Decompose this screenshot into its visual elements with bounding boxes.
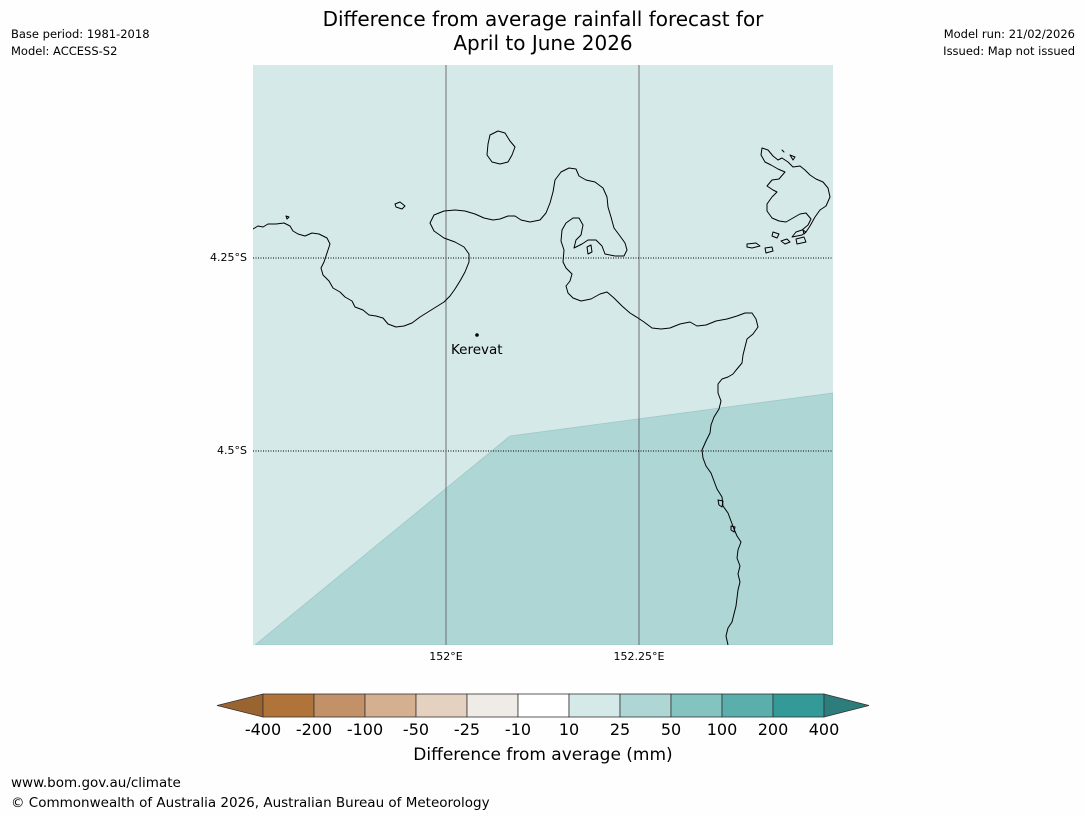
- colorbar-segment: [313, 693, 366, 718]
- colorbar-tick-label: 400: [808, 720, 840, 739]
- coastline: [253, 130, 831, 645]
- colorbar-segment: [415, 693, 468, 718]
- longitude-label-152: 152°E: [429, 650, 463, 663]
- header-right-info: Model run: 21/02/2026 Issued: Map not is…: [943, 26, 1075, 60]
- model-text: Model: ACCESS-S2: [11, 44, 118, 58]
- colorbar-arrow-low: [216, 693, 264, 718]
- colorbar-tick-label: 200: [757, 720, 789, 739]
- title-line-2: April to June 2026: [453, 31, 633, 55]
- coastline-main: [253, 167, 759, 645]
- colorbar-tick-label: -10: [504, 720, 532, 739]
- place-label-kerevat: Kerevat: [451, 342, 503, 358]
- colorbar-tick-label: -400: [244, 720, 282, 739]
- latitude-label-4-5: 4.5°S: [217, 444, 247, 457]
- island-north: [486, 130, 516, 165]
- islet-south-2: [730, 525, 736, 533]
- map-title: Difference from average rainfall forecas…: [243, 7, 843, 55]
- islet-small: [394, 201, 406, 210]
- islet-west: [285, 215, 290, 220]
- title-line-1: Difference from average rainfall forecas…: [322, 7, 764, 31]
- colorbar-segment: [619, 693, 672, 718]
- islet-east-7: [789, 154, 796, 161]
- islet-east-6: [802, 229, 807, 235]
- island-duke-of-york: [760, 147, 831, 238]
- base-period-text: Base period: 1981-2018: [11, 27, 150, 41]
- footer-url[interactable]: www.bom.gov.au/climate: [11, 775, 181, 791]
- islet-east-5: [771, 231, 780, 239]
- model-run-text: Model run: 21/02/2026: [943, 27, 1075, 41]
- islet-east-4: [795, 236, 807, 245]
- colorbar-segment: [568, 693, 621, 718]
- header-left-info: Base period: 1981-2018 Model: ACCESS-S2: [11, 26, 150, 60]
- colorbar-tick-label: 50: [660, 720, 682, 739]
- colorbar-segment: [364, 693, 417, 718]
- colorbar-segment: [262, 693, 315, 718]
- islet-bay: [586, 244, 593, 255]
- colorbar-tick-label: -25: [453, 720, 481, 739]
- colorbar-segment: [772, 693, 825, 718]
- islet-south-1: [717, 499, 724, 508]
- islet-east-2: [764, 246, 774, 254]
- longitude-label-152-25: 152.25°E: [613, 650, 665, 663]
- islet-east-3: [780, 238, 791, 245]
- colorbar-tick-label: -50: [402, 720, 430, 739]
- colorbar-segment: [721, 693, 774, 718]
- issued-text: Issued: Map not issued: [943, 44, 1075, 58]
- kerevat-marker: [475, 333, 479, 337]
- colorbar-arrow-high: [823, 693, 870, 718]
- colorbar-tick-label: 25: [609, 720, 631, 739]
- islet-east-1: [746, 242, 761, 249]
- colorbar-segment: [466, 693, 519, 718]
- colorbar-segments: [216, 693, 870, 718]
- colorbar-segment: [670, 693, 723, 718]
- colorbar-tick-label: -200: [295, 720, 333, 739]
- map-area-25-50: [254, 392, 833, 645]
- colorbar-segment: [517, 693, 570, 718]
- colorbar-tick-label: 100: [706, 720, 738, 739]
- colorbar-tick-label: -100: [346, 720, 384, 739]
- footer-copyright: © Commonwealth of Australia 2026, Austra…: [11, 795, 490, 811]
- legend-title: Difference from average (mm): [413, 745, 673, 765]
- islet-east-8: [781, 149, 785, 153]
- colorbar-tick-label: 10: [558, 720, 580, 739]
- latitude-label-4-25: 4.25°S: [210, 251, 247, 264]
